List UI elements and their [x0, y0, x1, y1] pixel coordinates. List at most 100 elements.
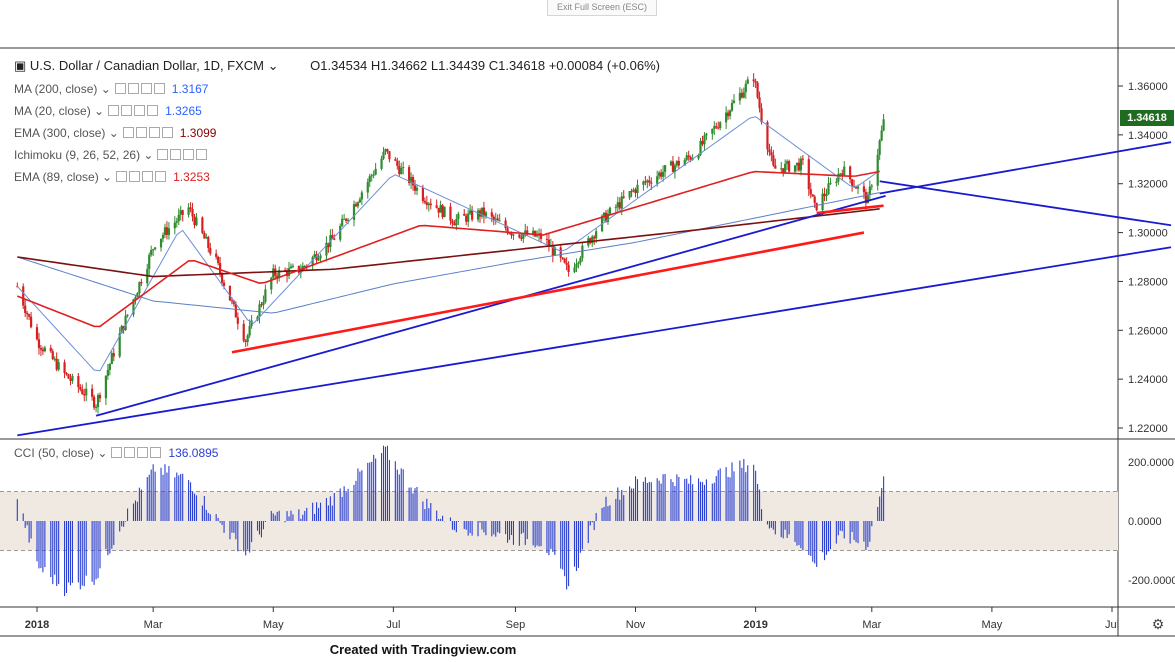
candle-body [589, 238, 592, 244]
add-icon[interactable] [134, 105, 146, 116]
symbol-title[interactable]: U.S. Dollar / Canadian Dollar, 1D, FXCM [29, 58, 265, 73]
candle-body [400, 168, 403, 175]
candle-body [451, 220, 454, 224]
add-icon[interactable] [142, 171, 154, 182]
chevron-down-icon[interactable]: ⌄ [97, 82, 111, 96]
add-icon[interactable] [137, 447, 149, 458]
candle-body [453, 223, 456, 226]
candle-body [250, 320, 253, 326]
candle-body [868, 186, 871, 195]
close-icon[interactable] [161, 127, 173, 138]
settings-gear-icon[interactable]: ⚙ [1152, 616, 1165, 632]
trendline-blue-0 [17, 246, 1172, 437]
settings-icon[interactable] [127, 83, 139, 94]
close-icon[interactable] [150, 447, 162, 458]
candle-body [496, 218, 499, 221]
settings-icon[interactable] [170, 149, 182, 160]
close-icon[interactable] [153, 83, 165, 94]
candle-body [726, 112, 730, 117]
dropdown-icon[interactable]: ⌄ [267, 58, 279, 73]
chevron-down-icon[interactable]: ⌄ [140, 148, 154, 162]
cci-band-fill [0, 491, 1118, 551]
indicator-buttons [116, 170, 168, 184]
candle-body [195, 217, 198, 226]
candle-body [165, 227, 169, 235]
indicator-label[interactable]: EMA (89, close) [14, 170, 99, 184]
candle-body [215, 253, 218, 257]
candle-body [467, 213, 470, 222]
collapse-icon[interactable]: ▣ [14, 58, 27, 73]
settings-icon[interactable] [121, 105, 133, 116]
candle-body [209, 247, 212, 254]
candle-body [341, 218, 344, 226]
candle-body [683, 159, 686, 166]
candle-body [372, 174, 375, 176]
candle-body [849, 166, 852, 180]
candle-body [784, 163, 787, 173]
indicator-label[interactable]: MA (20, close) [14, 104, 91, 118]
candle-body [835, 181, 838, 183]
candle-body [730, 102, 734, 111]
candle-body [772, 155, 775, 166]
candle-body [126, 314, 129, 316]
indicator-label[interactable]: Ichimoku (9, 26, 52, 26) [14, 148, 141, 162]
close-icon[interactable] [196, 149, 208, 160]
chevron-down-icon[interactable]: ⌄ [98, 170, 113, 184]
ma-20-line [16, 116, 880, 372]
add-icon[interactable] [148, 127, 160, 138]
eye-icon[interactable] [111, 447, 123, 458]
add-icon[interactable] [183, 149, 195, 160]
candle-body [677, 160, 680, 166]
indicator-label[interactable]: CCI (50, close) [14, 446, 95, 460]
candle-body [524, 230, 527, 235]
price-tick-label: 1.22000 [1128, 423, 1168, 435]
indicator-legend[interactable]: Ichimoku (9, 26, 52, 26) ⌄ [14, 148, 209, 162]
candle-body [882, 119, 885, 131]
eye-icon[interactable] [108, 105, 120, 116]
candle-body [482, 207, 486, 217]
candle-body [646, 180, 649, 183]
indicator-legend[interactable]: CCI (50, close) ⌄ 136.0895 [14, 446, 218, 460]
candle-body [565, 262, 568, 265]
eye-icon[interactable] [157, 149, 169, 160]
candle-body [408, 167, 411, 184]
candle-body [382, 151, 385, 159]
candle-body [658, 172, 661, 177]
candle-body [880, 130, 883, 141]
candle-body [427, 203, 430, 206]
candle-body [112, 353, 115, 357]
ema-300-line [17, 208, 880, 278]
chevron-down-icon[interactable]: ⌄ [105, 126, 119, 140]
candle-body [699, 140, 702, 155]
settings-icon[interactable] [129, 171, 141, 182]
exit-fullscreen-button[interactable]: Exit Full Screen (ESC) [547, 0, 657, 16]
candle-body [620, 196, 623, 209]
candle-body [118, 333, 121, 357]
candle-body [577, 262, 580, 265]
candle-body [325, 242, 328, 256]
settings-icon[interactable] [135, 127, 147, 138]
chevron-down-icon[interactable]: ⌄ [94, 446, 108, 460]
indicator-legend[interactable]: EMA (300, close) ⌄ 1.3099 [14, 126, 216, 140]
settings-icon[interactable] [124, 447, 136, 458]
candle-body [551, 245, 554, 256]
eye-icon[interactable] [114, 83, 126, 94]
chevron-down-icon[interactable]: ⌄ [90, 104, 105, 118]
candle-body [380, 158, 383, 169]
indicator-legend[interactable]: MA (200, close) ⌄ 1.3167 [14, 82, 208, 96]
candle-body [719, 122, 722, 129]
candle-body [258, 304, 261, 317]
candle-body [622, 196, 625, 198]
eye-icon[interactable] [122, 127, 134, 138]
close-icon[interactable] [155, 171, 167, 182]
candle-body [343, 218, 346, 220]
add-icon[interactable] [140, 83, 152, 94]
close-icon[interactable] [147, 105, 159, 116]
indicator-legend[interactable]: EMA (89, close) ⌄ 1.3253 [14, 170, 210, 184]
symbol-legend: ▣ U.S. Dollar / Canadian Dollar, 1D, FXC… [14, 58, 660, 74]
indicator-legend[interactable]: MA (20, close) ⌄ 1.3265 [14, 104, 202, 118]
indicator-label[interactable]: EMA (300, close) [14, 126, 106, 140]
eye-icon[interactable] [116, 171, 128, 182]
indicator-label[interactable]: MA (200, close) [14, 82, 98, 96]
